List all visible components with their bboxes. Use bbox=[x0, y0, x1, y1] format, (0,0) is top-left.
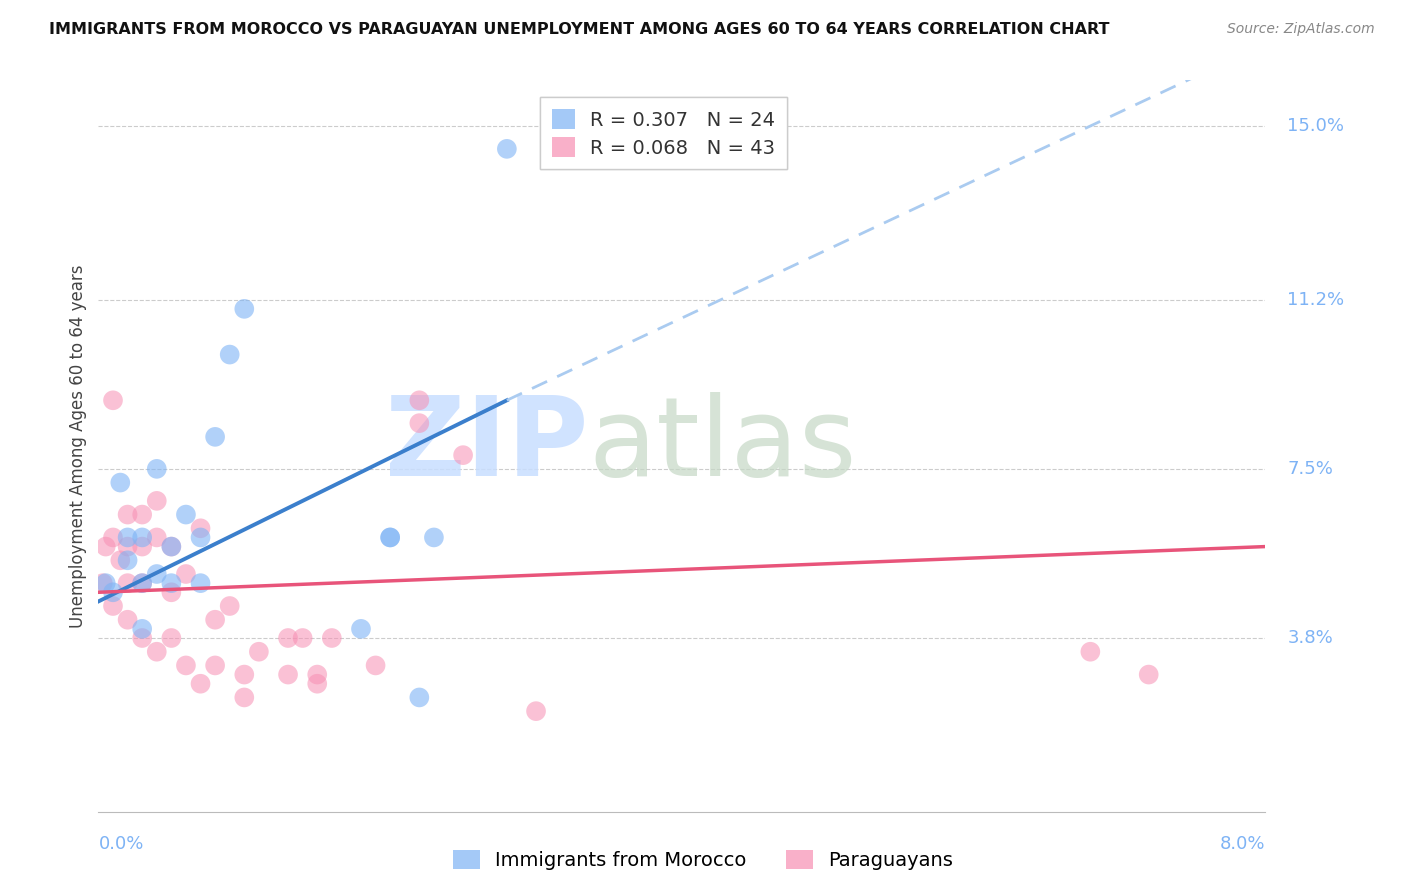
Point bbox=[160, 540, 183, 554]
Text: 0.0%: 0.0% bbox=[98, 835, 143, 853]
Point bbox=[174, 508, 197, 522]
Text: 7.5%: 7.5% bbox=[1288, 460, 1333, 478]
Point bbox=[277, 667, 299, 681]
Point bbox=[307, 676, 329, 690]
Point bbox=[101, 530, 124, 544]
Point bbox=[131, 576, 153, 591]
Point bbox=[247, 645, 270, 659]
Text: 11.2%: 11.2% bbox=[1288, 291, 1344, 309]
Point bbox=[146, 462, 169, 476]
Point bbox=[380, 530, 402, 544]
Point bbox=[160, 631, 183, 645]
Point bbox=[131, 631, 153, 645]
Point bbox=[190, 676, 212, 690]
Point bbox=[117, 613, 139, 627]
Point bbox=[291, 631, 314, 645]
Point bbox=[277, 631, 299, 645]
Point bbox=[146, 645, 169, 659]
Point bbox=[496, 142, 519, 156]
Point bbox=[204, 430, 226, 444]
Text: IMMIGRANTS FROM MOROCCO VS PARAGUAYAN UNEMPLOYMENT AMONG AGES 60 TO 64 YEARS COR: IMMIGRANTS FROM MOROCCO VS PARAGUAYAN UN… bbox=[49, 22, 1109, 37]
Point bbox=[160, 585, 183, 599]
Point bbox=[174, 658, 197, 673]
Point bbox=[190, 530, 212, 544]
Point bbox=[160, 540, 183, 554]
Point bbox=[146, 530, 169, 544]
Text: atlas: atlas bbox=[589, 392, 858, 500]
Point bbox=[307, 667, 329, 681]
Point bbox=[233, 690, 256, 705]
Point bbox=[131, 540, 153, 554]
Point bbox=[190, 521, 212, 535]
Text: 3.8%: 3.8% bbox=[1288, 629, 1333, 647]
Point bbox=[408, 416, 430, 430]
Point bbox=[364, 658, 387, 673]
Point bbox=[451, 448, 474, 462]
Point bbox=[321, 631, 343, 645]
Point bbox=[131, 530, 153, 544]
Text: 15.0%: 15.0% bbox=[1288, 117, 1344, 135]
Point bbox=[408, 393, 430, 408]
Point bbox=[1137, 667, 1160, 681]
Text: 8.0%: 8.0% bbox=[1220, 835, 1265, 853]
Point bbox=[117, 540, 139, 554]
Point bbox=[204, 658, 226, 673]
Point bbox=[160, 576, 183, 591]
Legend: Immigrants from Morocco, Paraguayans: Immigrants from Morocco, Paraguayans bbox=[444, 842, 962, 878]
Point bbox=[117, 553, 139, 567]
Text: Source: ZipAtlas.com: Source: ZipAtlas.com bbox=[1227, 22, 1375, 37]
Point bbox=[350, 622, 373, 636]
Point bbox=[131, 622, 153, 636]
Point bbox=[146, 567, 169, 582]
Point bbox=[94, 576, 117, 591]
Point bbox=[110, 553, 132, 567]
Point bbox=[218, 599, 240, 613]
Point bbox=[380, 530, 402, 544]
Point bbox=[101, 393, 124, 408]
Point bbox=[423, 530, 446, 544]
Point bbox=[408, 690, 430, 705]
Point bbox=[101, 585, 124, 599]
Point bbox=[101, 599, 124, 613]
Point bbox=[233, 667, 256, 681]
Point bbox=[204, 613, 226, 627]
Point bbox=[131, 508, 153, 522]
Point bbox=[190, 576, 212, 591]
Legend: R = 0.307   N = 24, R = 0.068   N = 43: R = 0.307 N = 24, R = 0.068 N = 43 bbox=[540, 97, 787, 169]
Point bbox=[131, 576, 153, 591]
Point bbox=[1080, 645, 1102, 659]
Text: ZIP: ZIP bbox=[385, 392, 589, 500]
Point bbox=[117, 508, 139, 522]
Point bbox=[117, 576, 139, 591]
Point bbox=[218, 347, 240, 362]
Y-axis label: Unemployment Among Ages 60 to 64 years: Unemployment Among Ages 60 to 64 years bbox=[69, 264, 87, 628]
Point bbox=[233, 301, 256, 316]
Point bbox=[146, 494, 169, 508]
Point bbox=[524, 704, 547, 718]
Point bbox=[174, 567, 197, 582]
Point bbox=[94, 540, 117, 554]
Point bbox=[117, 530, 139, 544]
Point bbox=[110, 475, 132, 490]
Point bbox=[91, 576, 114, 591]
